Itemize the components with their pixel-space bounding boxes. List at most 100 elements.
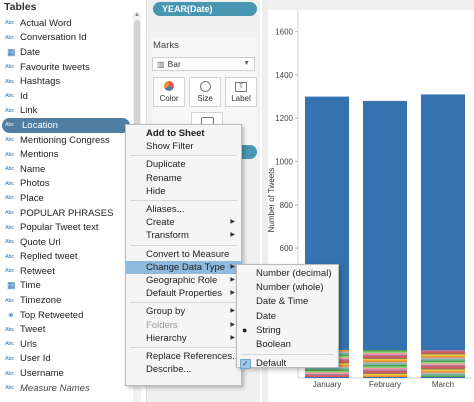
- field-conversation-id[interactable]: Abc Conversation Id: [0, 31, 133, 46]
- menu-item-label: Rename: [146, 172, 182, 184]
- chart-pane-divider: [262, 0, 268, 402]
- submenu-arrow-icon: ▶: [230, 290, 235, 297]
- field-mentions[interactable]: Abc Mentions: [0, 147, 133, 162]
- calendar-icon: ▦: [7, 46, 16, 57]
- label-button[interactable]: T Label: [225, 77, 257, 107]
- stack-segment: [421, 356, 465, 358]
- field-tweet[interactable]: Abc Tweet: [0, 322, 133, 337]
- field-mentioning-congress[interactable]: Abc Mentioning Congress: [0, 133, 133, 148]
- menu-item-label: Aliases...: [146, 204, 185, 215]
- menu-item-group-by[interactable]: Group by ▶: [126, 305, 241, 319]
- field-measure-names[interactable]: Abc Measure Names: [0, 381, 133, 396]
- menu-separator: [130, 244, 237, 246]
- string-type-icon: Abc: [5, 239, 14, 246]
- chevron-down-icon: ▼: [243, 60, 250, 67]
- data-type-option-boolean[interactable]: Boolean: [237, 338, 338, 352]
- field-label: Id: [20, 90, 28, 102]
- menu-item-label: Replace References...: [146, 351, 240, 362]
- field-retweet[interactable]: Abc Retweet: [0, 264, 133, 279]
- menu-item-convert-to-measure[interactable]: Convert to Measure: [126, 248, 241, 262]
- field-popular-phrases[interactable]: Abc POPULAR PHRASES: [0, 206, 133, 221]
- string-type-icon: Abc: [5, 64, 14, 71]
- data-type-option-date-time[interactable]: Date & Time: [237, 295, 338, 309]
- menu-item-change-data-type[interactable]: Change Data Type ▶: [126, 260, 241, 275]
- field-time[interactable]: ▦ Time: [0, 279, 133, 294]
- data-type-option-date[interactable]: Date: [237, 310, 338, 324]
- stack-segment: [421, 354, 465, 356]
- calendar-icon: ▦: [7, 280, 16, 291]
- size-button[interactable]: Size: [189, 77, 221, 107]
- x-tick-label: March: [432, 380, 454, 389]
- menu-item-replace-references[interactable]: Replace References...: [126, 350, 241, 364]
- stack-segment: [305, 374, 349, 376]
- x-tick-label: February: [369, 380, 401, 389]
- field-date[interactable]: ▦ Date: [0, 45, 133, 60]
- string-type-icon: Abc: [5, 122, 14, 129]
- menu-item-transform[interactable]: Transform ▶: [126, 229, 241, 243]
- field-favourite-tweets[interactable]: Abc Favourite tweets: [0, 60, 133, 75]
- y-tick-label: 1200: [275, 114, 293, 123]
- menu-item-duplicate[interactable]: Duplicate: [126, 158, 241, 172]
- field-link[interactable]: Abc Link: [0, 104, 133, 119]
- field-location[interactable]: Abc Location: [2, 118, 130, 133]
- field-timezone[interactable]: Abc Timezone: [0, 293, 133, 308]
- field-hashtags[interactable]: Abc Hashtags: [0, 74, 133, 89]
- field-replied-tweet[interactable]: Abc Replied tweet: [0, 250, 133, 265]
- data-type-option-label: Boolean: [256, 339, 291, 350]
- field-popular-tweet-text[interactable]: Abc Popular Tweet text: [0, 220, 133, 235]
- field-quote-url[interactable]: Abc Quote Url: [0, 235, 133, 250]
- menu-item-add-to-sheet[interactable]: Add to Sheet: [126, 127, 241, 141]
- menu-item-label: Change Data Type: [146, 261, 226, 273]
- submenu-arrow-icon: ▶: [230, 334, 235, 341]
- menu-item-default-properties[interactable]: Default Properties ▶: [126, 287, 241, 301]
- string-type-icon: Abc: [5, 253, 14, 260]
- data-type-option-label: Number (decimal): [256, 268, 332, 279]
- menu-item-describe[interactable]: Describe...: [126, 363, 241, 377]
- menu-item-rename[interactable]: Rename: [126, 172, 241, 186]
- field-label: Top Retweeted: [20, 309, 84, 321]
- y-tick-label: 1000: [275, 158, 293, 167]
- stack-segment: [305, 372, 349, 374]
- field-label: Date: [20, 46, 41, 58]
- stack-segment: [421, 365, 465, 367]
- data-type-option-label: String: [256, 324, 281, 336]
- color-icon: [164, 81, 174, 91]
- data-type-option-label: Number (whole): [256, 282, 324, 294]
- data-type-option-number-decimal[interactable]: Number (decimal): [237, 267, 338, 281]
- field-urls[interactable]: Abc Urls: [0, 337, 133, 352]
- data-type-option-string[interactable]: ● String: [237, 324, 338, 338]
- field-place[interactable]: Abc Place: [0, 191, 133, 206]
- mark-type-select[interactable]: ▥ Bar ▼: [152, 57, 255, 71]
- field-id[interactable]: Abc Id: [0, 89, 133, 104]
- marks-field-pill[interactable]: [237, 145, 257, 159]
- data-type-option-default[interactable]: ✓ Default: [237, 357, 338, 371]
- menu-item-create[interactable]: Create ▶: [126, 216, 241, 230]
- menu-item-hide[interactable]: Hide: [126, 185, 241, 199]
- mark-type-value: Bar: [167, 59, 181, 69]
- menu-item-show-filter[interactable]: Show Filter: [126, 140, 241, 154]
- string-type-icon: Abc: [5, 137, 14, 144]
- field-label: Photos: [20, 178, 50, 190]
- menu-item-aliases[interactable]: Aliases...: [126, 203, 241, 217]
- scroll-up-icon[interactable]: ▲: [134, 12, 140, 18]
- menu-item-label: Create: [146, 217, 175, 229]
- stack-segment: [363, 371, 407, 373]
- column-pill-year-date[interactable]: YEAR(Date): [153, 2, 257, 16]
- color-button[interactable]: Color: [153, 77, 185, 107]
- stack-segment: [421, 371, 465, 373]
- field-label: Name: [20, 163, 46, 175]
- field-actual-word[interactable]: Abc Actual Word: [0, 16, 133, 31]
- stack-segment: [421, 360, 465, 362]
- field-user-id[interactable]: Abc User Id: [0, 352, 133, 367]
- menu-item-hierarchy[interactable]: Hierarchy ▶: [126, 332, 241, 346]
- field-photos[interactable]: Abc Photos: [0, 177, 133, 192]
- field-username[interactable]: Abc Username: [0, 366, 133, 381]
- data-type-option-number-whole[interactable]: Number (whole): [237, 281, 338, 295]
- field-top-retweeted[interactable]: ⚭ Top Retweeted: [0, 308, 133, 323]
- menu-item-geographic-role[interactable]: Geographic Role ▶: [126, 274, 241, 288]
- field-name[interactable]: Abc Name: [0, 162, 133, 177]
- field-label: Quote Url: [20, 236, 61, 248]
- string-type-icon: Abc: [5, 268, 14, 275]
- stack-segment: [363, 356, 407, 358]
- stack-segment: [421, 366, 465, 368]
